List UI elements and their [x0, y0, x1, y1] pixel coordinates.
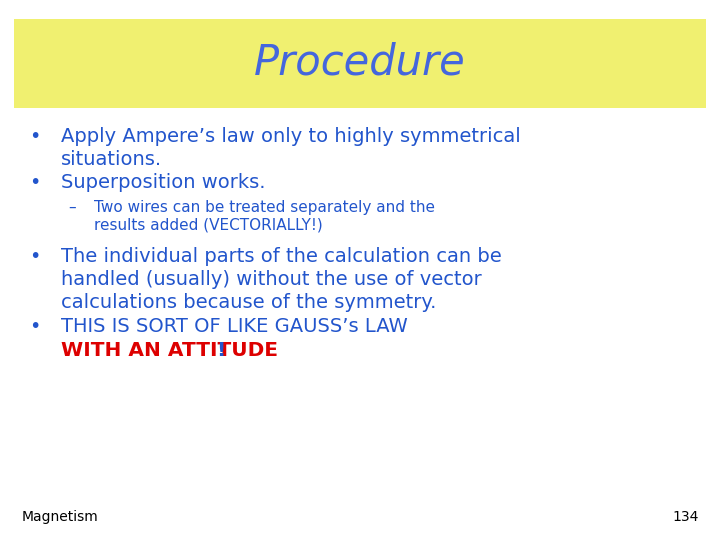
Text: –: –: [68, 200, 76, 215]
Text: THIS IS SORT OF LIKE GAUSS’s LAW: THIS IS SORT OF LIKE GAUSS’s LAW: [61, 317, 408, 336]
Text: Apply Ampere’s law only to highly symmetrical
situations.: Apply Ampere’s law only to highly symmet…: [61, 127, 521, 168]
Text: •: •: [29, 247, 40, 266]
Text: •: •: [29, 317, 40, 336]
Text: Two wires can be treated separately and the
results added (VECTORIALLY!): Two wires can be treated separately and …: [94, 200, 435, 233]
Text: WITH AN ATTITUDE: WITH AN ATTITUDE: [61, 341, 278, 360]
Text: Magnetism: Magnetism: [22, 510, 99, 524]
Text: •: •: [29, 127, 40, 146]
FancyBboxPatch shape: [14, 19, 706, 108]
Text: 134: 134: [672, 510, 698, 524]
Text: The individual parts of the calculation can be
handled (usually) without the use: The individual parts of the calculation …: [61, 247, 502, 312]
Text: •: •: [29, 173, 40, 192]
Text: Procedure: Procedure: [254, 41, 466, 83]
Text: !: !: [216, 341, 225, 360]
Text: Superposition works.: Superposition works.: [61, 173, 266, 192]
